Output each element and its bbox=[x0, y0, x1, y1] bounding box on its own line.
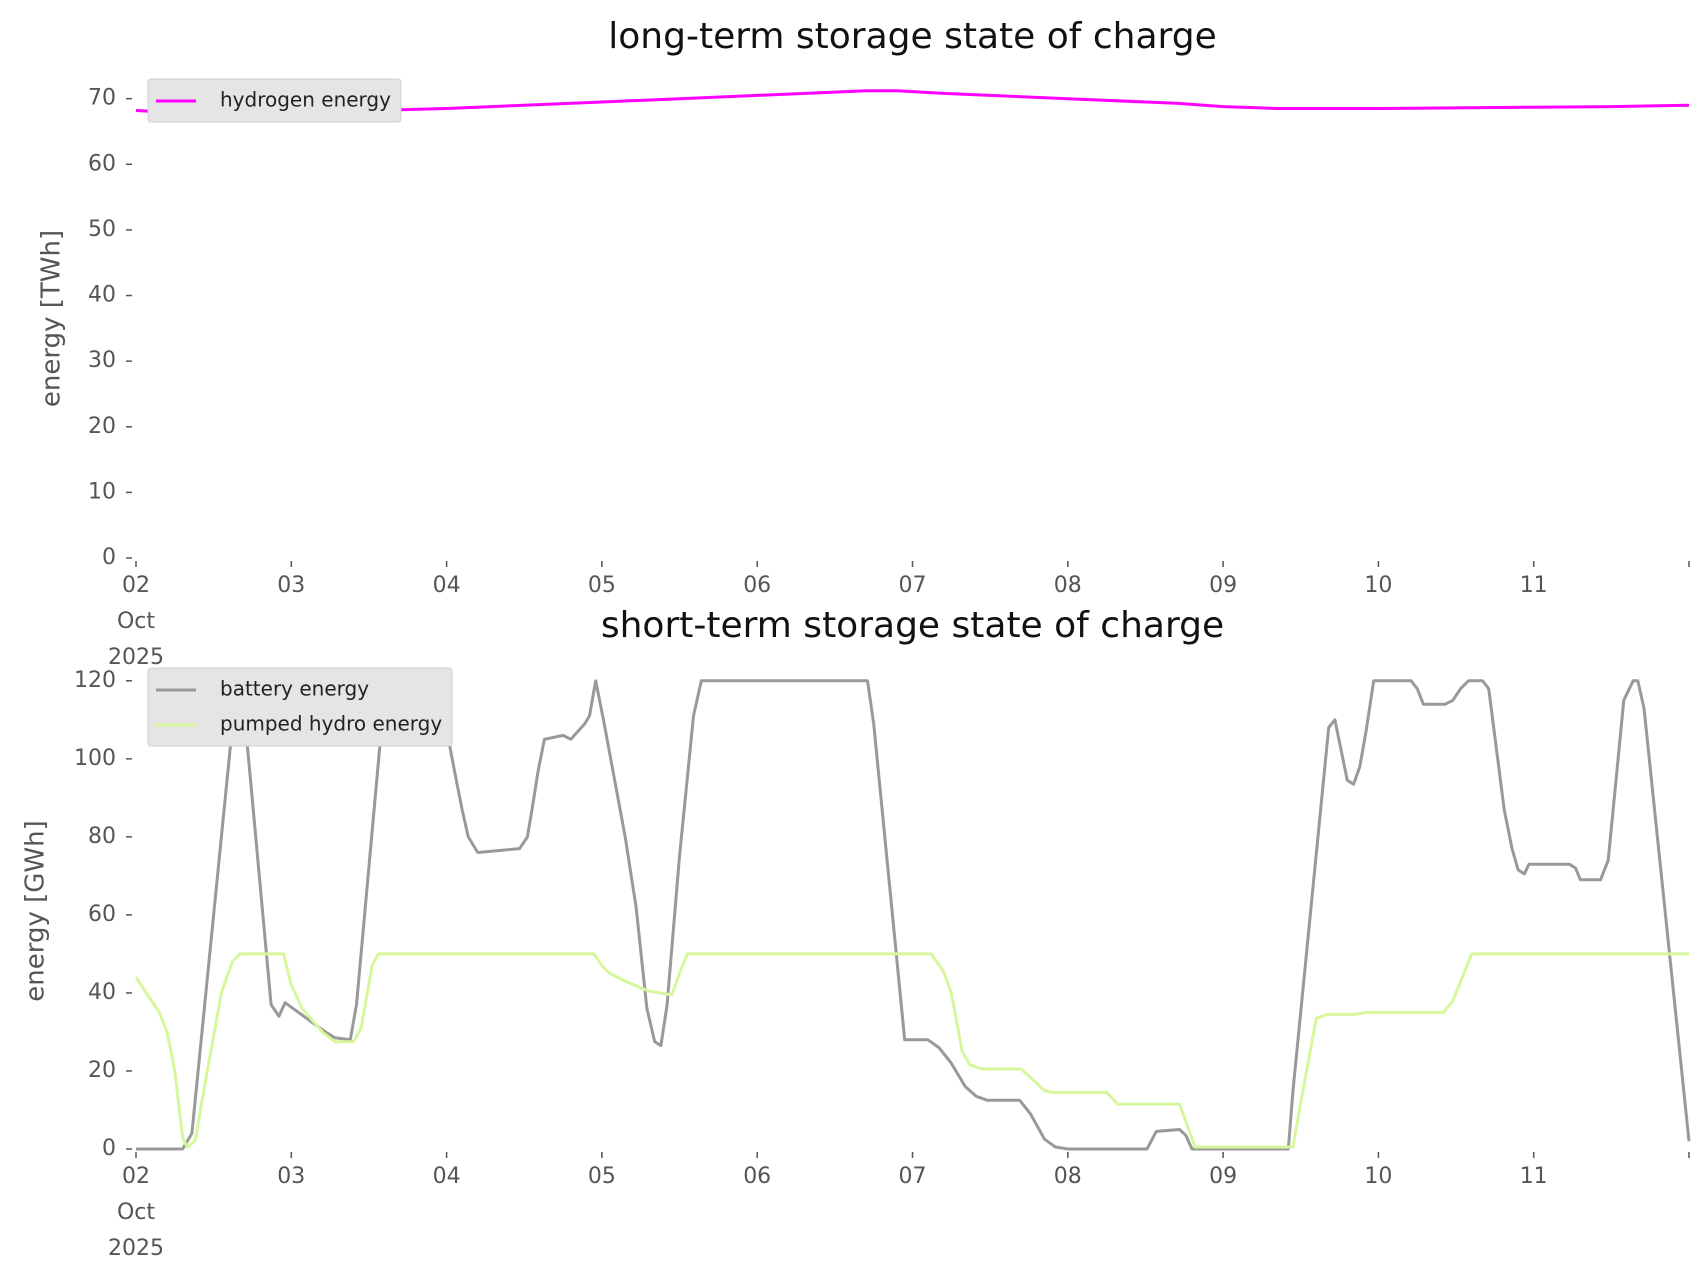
x-tick-label: 02 Oct 2025 bbox=[108, 573, 164, 670]
y-tick-label: 60 bbox=[88, 902, 116, 927]
x-tick-label: 04 bbox=[433, 573, 461, 598]
legend-box bbox=[147, 78, 402, 123]
legend-box bbox=[147, 667, 453, 747]
chart-title: short-term storage state of charge bbox=[601, 605, 1224, 646]
x-tick-label: 10 bbox=[1364, 573, 1392, 598]
y-axis-label: energy [TWh] bbox=[37, 230, 67, 407]
y-tick-label: 70 bbox=[88, 86, 116, 111]
y-tick-label: 0 bbox=[102, 545, 116, 570]
x-tick-label: 07 bbox=[899, 573, 927, 598]
legend-label: hydrogen energy bbox=[220, 88, 391, 112]
x-tick-label: 10 bbox=[1364, 1164, 1392, 1189]
y-tick-label: 50 bbox=[88, 217, 116, 242]
x-tick-label: 03 bbox=[277, 573, 305, 598]
y-tick-label: 30 bbox=[88, 348, 116, 373]
legend-label: battery energy bbox=[220, 677, 369, 701]
x-tick-label: 06 bbox=[743, 1164, 771, 1189]
x-tick-label: 08 bbox=[1054, 1164, 1082, 1189]
y-tick-label: 80 bbox=[88, 824, 116, 849]
y-tick-label: 0 bbox=[102, 1136, 116, 1161]
y-tick-label: 120 bbox=[74, 668, 116, 693]
series-line bbox=[134, 952, 1689, 1149]
x-tick-label: 03 bbox=[277, 1164, 305, 1189]
x-tick-label: 11 bbox=[1520, 1164, 1548, 1189]
y-tick-label: 40 bbox=[88, 980, 116, 1005]
x-tick-label: 09 bbox=[1209, 1164, 1237, 1189]
y-tick-label: 40 bbox=[88, 283, 116, 308]
y-tick-label: 60 bbox=[88, 151, 116, 176]
y-tick-label: 20 bbox=[88, 414, 116, 439]
x-tick-label: 02 Oct 2025 bbox=[108, 1164, 164, 1261]
y-tick-label: 100 bbox=[74, 746, 116, 771]
x-tick-label: 04 bbox=[433, 1164, 461, 1189]
x-tick-label: 06 bbox=[743, 573, 771, 598]
x-tick-label: 09 bbox=[1209, 573, 1237, 598]
y-tick-label: 20 bbox=[88, 1058, 116, 1083]
x-tick-label: 05 bbox=[588, 573, 616, 598]
y-tick-label: 10 bbox=[88, 479, 116, 504]
y-axis-label: energy [GWh] bbox=[21, 820, 51, 1001]
x-tick-label: 08 bbox=[1054, 573, 1082, 598]
chart-title: long-term storage state of charge bbox=[608, 16, 1216, 57]
legend-label: pumped hydro energy bbox=[220, 712, 442, 736]
x-tick-label: 05 bbox=[588, 1164, 616, 1189]
x-tick-label: 11 bbox=[1520, 573, 1548, 598]
series-line bbox=[136, 679, 1691, 1151]
x-tick-label: 07 bbox=[899, 1164, 927, 1189]
